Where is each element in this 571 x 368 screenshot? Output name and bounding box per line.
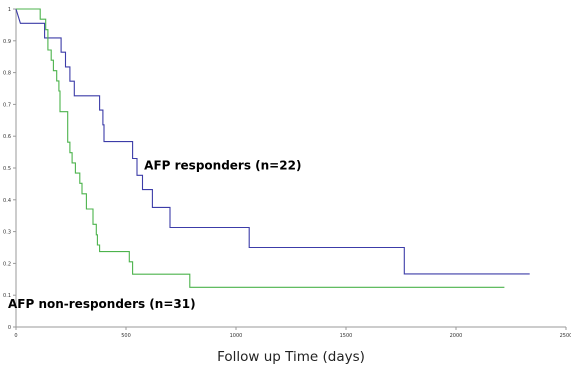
x-tick-label: 1500 [340,333,353,339]
y-tick-label: 0.4 [3,198,11,204]
series-layer [15,8,530,288]
x-ticks: 0 500 1000 1500 2000 2500 [14,327,571,339]
responders-label: AFP responders (n=22) [144,159,301,173]
x-tick-label: 0 [14,333,17,339]
non-responders-survival-line [16,8,505,288]
responders-survival-line [15,8,530,275]
y-tick-label: 0 [8,325,11,331]
y-tick-label: 0.5 [3,166,11,172]
y-tick-label: 1 [8,7,11,13]
y-tick-label: 0.9 [3,39,11,45]
x-tick-label: 2500 [560,333,571,339]
annotations: AFP responders (n=22) AFP non-responders … [8,159,301,311]
y-ticks: 0 0.1 0.2 0.3 0.4 0.5 0.6 0.7 0.8 0.9 1 [3,7,16,331]
x-tick-label: 2000 [450,333,463,339]
non-responders-label: AFP non-responders (n=31) [8,297,196,311]
y-tick-label: 0.1 [3,293,11,299]
x-tick-label: 500 [121,333,131,339]
x-axis-label: Follow up Time (days) [217,349,365,365]
y-tick-label: 0.8 [3,71,11,77]
y-tick-label: 0.2 [3,261,11,267]
x-tick-label: 1000 [230,333,243,339]
y-tick-label: 0.6 [3,134,11,140]
y-tick-label: 0.7 [3,102,11,108]
y-tick-label: 0.3 [3,230,11,236]
